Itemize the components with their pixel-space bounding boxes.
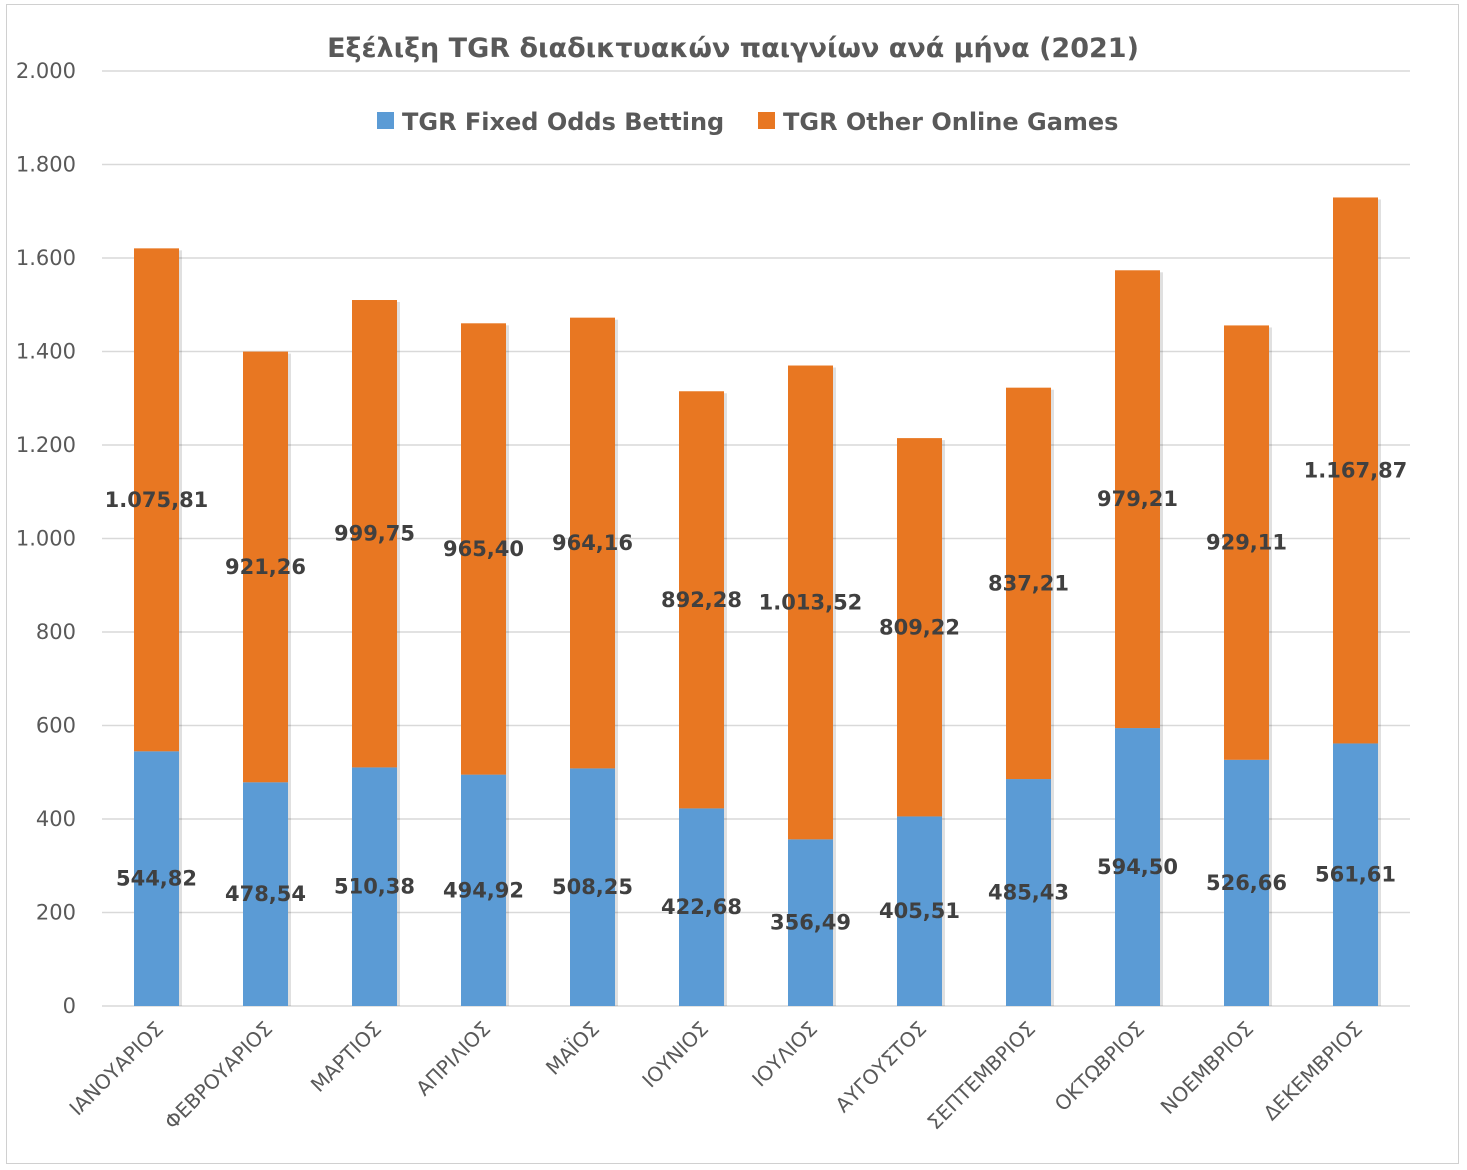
data-label-other-games: 837,21: [988, 571, 1069, 595]
y-tick-label: 2.000: [16, 59, 76, 83]
x-tick-label: ΝΟΕΜΒΡΙΟΣ: [1156, 1017, 1258, 1119]
legend: TGR Fixed Odds Betting TGR Other Online …: [377, 108, 1118, 136]
data-label-fixed-odds: 510,38: [334, 875, 415, 899]
y-tick-label: 400: [36, 807, 76, 831]
bar-fixed-odds: [352, 767, 397, 1006]
bar-fixed-odds: [1333, 743, 1378, 1006]
bar-other-games: [897, 438, 942, 817]
bars: [134, 197, 1381, 1007]
bar-other-games: [679, 391, 724, 809]
y-tick-label: 200: [36, 901, 76, 925]
y-tick-label: 1.600: [16, 246, 76, 270]
x-tick-label: ΔΕΚΕΜΒΡΙΟΣ: [1259, 1017, 1367, 1125]
bar-fixed-odds: [897, 816, 942, 1006]
bar-fixed-odds: [679, 808, 724, 1006]
data-label-other-games: 964,16: [552, 531, 633, 555]
bar-other-games: [1224, 325, 1269, 760]
bar-fixed-odds: [134, 751, 179, 1006]
data-label-other-games: 999,75: [334, 522, 415, 546]
data-label-fixed-odds: 478,54: [225, 882, 306, 906]
data-label-other-games: 979,21: [1097, 487, 1178, 511]
data-label-fixed-odds: 526,66: [1206, 871, 1287, 895]
legend-label-fixed-odds: TGR Fixed Odds Betting: [402, 108, 724, 136]
y-tick-label: 1.400: [16, 340, 76, 364]
data-label-fixed-odds: 561,61: [1315, 863, 1396, 887]
bar-other-games: [788, 365, 833, 840]
bar-other-games: [461, 323, 506, 775]
bar-other-games: [1006, 387, 1051, 780]
legend-swatch-other-games: [758, 112, 775, 129]
bar-fixed-odds: [570, 768, 615, 1006]
y-tick-label: 800: [36, 620, 76, 644]
y-tick-label: 1.000: [16, 527, 76, 551]
x-tick-label: ΜΑΪΟΣ: [541, 1017, 604, 1080]
x-tick-label: ΟΚΤΩΒΡΙΟΣ: [1050, 1017, 1149, 1116]
data-label-other-games: 921,26: [225, 555, 306, 579]
bar-other-games: [1333, 197, 1378, 744]
bar-fixed-odds: [461, 774, 506, 1006]
data-label-other-games: 965,40: [443, 537, 524, 561]
data-label-other-games: 892,28: [661, 588, 742, 612]
bar-fixed-odds: [1115, 728, 1160, 1006]
x-tick-label: ΙΟΥΝΙΟΣ: [637, 1017, 713, 1093]
y-axis-ticks: 0 200 400 600 800 1.000 1.200 1.400 1.600 1.800 2.…: [16, 59, 76, 1018]
data-label-fixed-odds: 422,68: [661, 895, 742, 919]
data-label-fixed-odds: 594,50: [1097, 855, 1178, 879]
y-tick-label: 0: [63, 994, 76, 1018]
x-tick-label: ΙΑΝΟΥΑΡΙΟΣ: [64, 1017, 168, 1121]
data-label-fixed-odds: 544,82: [116, 867, 197, 891]
data-label-other-games: 809,22: [879, 615, 960, 639]
bar-fixed-odds: [1006, 779, 1051, 1006]
bar-other-games: [1115, 270, 1160, 729]
data-label-other-games: 1.167,87: [1304, 458, 1408, 482]
chart-title: Εξέλιξη TGR διαδικτυακών παιγνίων ανά μή…: [327, 33, 1139, 64]
data-labels: 544,82 1.075,81 478,54 921,26 510,38 999,75 49…: [105, 458, 1408, 934]
data-label-other-games: 929,11: [1206, 531, 1287, 555]
legend-label-other-games: TGR Other Online Games: [783, 108, 1118, 136]
data-label-fixed-odds: 356,49: [770, 911, 851, 935]
x-tick-label: ΣΕΠΤΕΜΒΡΙΟΣ: [922, 1017, 1040, 1135]
gridlines: [102, 70, 1410, 1007]
x-tick-label: ΙΟΥΛΙΟΣ: [747, 1017, 822, 1092]
bar-fixed-odds: [243, 782, 288, 1006]
x-tick-label: ΑΥΓΟΥΣΤΟΣ: [830, 1017, 931, 1118]
x-tick-label: ΑΠΡΙΛΙΟΣ: [411, 1017, 495, 1101]
data-label-other-games: 1.013,52: [759, 590, 863, 614]
data-label-fixed-odds: 485,43: [988, 881, 1069, 905]
bar-fixed-odds: [788, 839, 833, 1006]
data-label-fixed-odds: 405,51: [879, 899, 960, 923]
y-tick-label: 1.200: [16, 433, 76, 457]
bar-other-games: [243, 351, 288, 783]
data-label-fixed-odds: 494,92: [443, 878, 524, 902]
x-tick-label: ΜΑΡΤΙΟΣ: [306, 1017, 386, 1097]
data-label-fixed-odds: 508,25: [552, 875, 633, 899]
y-tick-label: 600: [36, 714, 76, 738]
bar-fixed-odds: [1224, 759, 1269, 1006]
bar-other-games: [134, 248, 179, 752]
legend-swatch-fixed-odds: [377, 112, 394, 129]
data-label-other-games: 1.075,81: [105, 488, 209, 512]
bar-other-games: [352, 300, 397, 768]
y-tick-label: 1.800: [16, 153, 76, 177]
x-tick-label: ΦΕΒΡΟΥΑΡΙΟΣ: [160, 1017, 277, 1134]
bar-other-games: [570, 317, 615, 769]
